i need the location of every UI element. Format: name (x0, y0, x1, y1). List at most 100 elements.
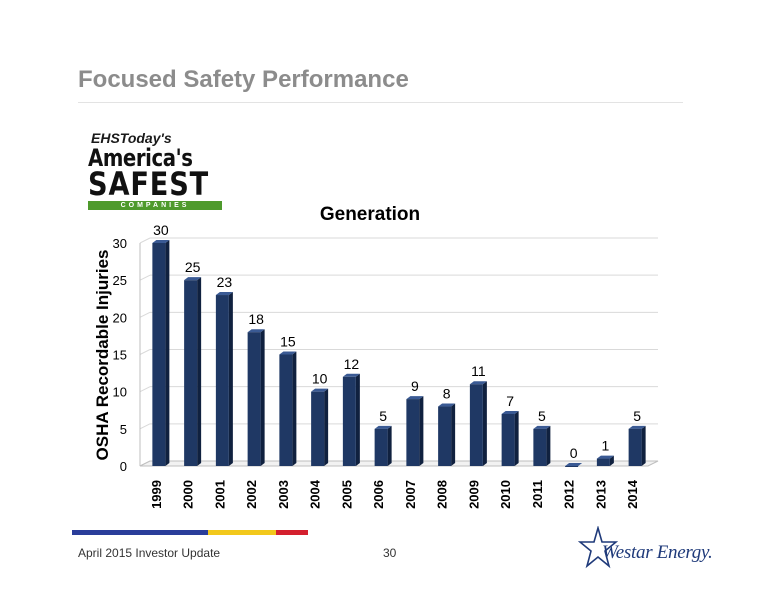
bar (184, 280, 198, 466)
bar-top (311, 388, 329, 392)
bar-side (387, 425, 392, 466)
y-tick-label: 15 (113, 348, 127, 363)
title-divider (78, 102, 683, 103)
bar (469, 384, 483, 466)
x-tick-label: 2004 (308, 479, 323, 509)
bar (501, 413, 515, 466)
bar (279, 354, 293, 466)
gridline-side (139, 274, 151, 281)
gridline-side (139, 311, 151, 318)
bar-side (546, 425, 551, 466)
footer-caption: April 2015 Investor Update (78, 546, 221, 560)
x-tick-label: 2011 (530, 480, 545, 508)
y-tick-label: 25 (113, 273, 127, 288)
x-tick-label: 2009 (466, 480, 481, 509)
bar-top (152, 240, 170, 243)
data-label: 1 (601, 438, 609, 454)
y-tick-label: 20 (113, 310, 127, 325)
bar (374, 428, 388, 466)
bar (215, 295, 229, 466)
bar (406, 399, 420, 466)
stripe-yellow (208, 530, 276, 535)
bar (628, 428, 642, 466)
bar (565, 466, 579, 467)
data-label: 25 (185, 259, 201, 275)
bar (247, 332, 261, 466)
bar (311, 391, 325, 466)
x-tick-label: 2002 (244, 480, 259, 509)
bar-side (419, 396, 424, 466)
logo-line-companies: COMPANIES (88, 201, 222, 210)
americas-safest-logo: EHSToday's America's SAFEST COMPANIES (88, 130, 222, 210)
data-label: 12 (344, 356, 360, 372)
x-tick-label: 2000 (181, 480, 196, 509)
bar-side (228, 292, 233, 466)
bar-top (184, 277, 202, 281)
gridline-side (139, 237, 151, 244)
westar-energy-logo: Westar Energy. (578, 526, 718, 570)
bar-top (469, 381, 487, 385)
bar-side (641, 425, 646, 466)
bar-side (260, 329, 265, 466)
bar (596, 458, 610, 466)
x-tick-label: 2014 (625, 479, 640, 509)
logo-line-americas: America's (88, 144, 193, 172)
y-axis-label: OSHA Recordable Injuries (93, 250, 112, 461)
bar-top (533, 425, 551, 429)
bar-side (451, 403, 456, 466)
x-tick-label: 1999 (149, 480, 164, 509)
logo-line-safest: SAFEST (88, 165, 210, 203)
x-tick-label: 2008 (435, 480, 450, 509)
data-label: 5 (633, 408, 641, 424)
bar (438, 406, 452, 466)
data-label: 9 (411, 378, 419, 394)
bar (533, 428, 547, 466)
x-tick-label: 2013 (593, 480, 608, 509)
bar-top (215, 292, 233, 296)
bar-side (324, 388, 329, 466)
gridline-side (139, 349, 151, 355)
stripe-red (276, 530, 308, 535)
brand-name: Westar Energy. (602, 542, 713, 563)
data-label: 0 (570, 445, 578, 461)
data-label: 11 (471, 363, 486, 379)
page-number: 30 (383, 546, 397, 560)
bar-top (438, 403, 456, 407)
bar-top (374, 425, 392, 429)
bar-top (628, 425, 646, 429)
x-tick-label: 2003 (276, 480, 291, 509)
y-tick-label: 10 (113, 385, 127, 400)
bar-top (247, 329, 265, 333)
y-tick-label: 0 (120, 459, 127, 474)
bar (152, 243, 166, 466)
data-label: 18 (248, 311, 264, 327)
x-tick-label: 2006 (371, 480, 386, 509)
data-label: 7 (506, 393, 514, 409)
bar-top (596, 455, 614, 459)
x-tick-label: 2012 (562, 480, 577, 509)
star-icon (578, 526, 618, 569)
bar-top (565, 463, 583, 466)
bar-side (165, 240, 170, 466)
stripe-blue (72, 530, 208, 535)
gridline-side (139, 423, 151, 430)
bar-side (292, 351, 297, 466)
bar-top (501, 410, 519, 414)
data-label: 10 (312, 371, 328, 387)
x-tick-label: 2010 (498, 480, 513, 509)
x-tick-label: 2007 (403, 480, 418, 509)
x-tick-label: 2005 (339, 480, 354, 509)
bar-side (482, 381, 487, 466)
bar-top (406, 396, 424, 400)
data-label: 15 (280, 334, 296, 350)
bar (342, 376, 356, 466)
injuries-bar-chart: 0510152025303019992520002320011820021520… (93, 204, 659, 509)
y-tick-label: 5 (120, 422, 127, 437)
page-title: Focused Safety Performance (78, 66, 409, 93)
data-label: 8 (443, 386, 451, 402)
y-tick-label: 30 (113, 236, 127, 251)
data-label: 30 (153, 222, 169, 238)
bar-side (355, 373, 360, 466)
data-label: 5 (538, 408, 546, 424)
bar-top (279, 351, 297, 355)
